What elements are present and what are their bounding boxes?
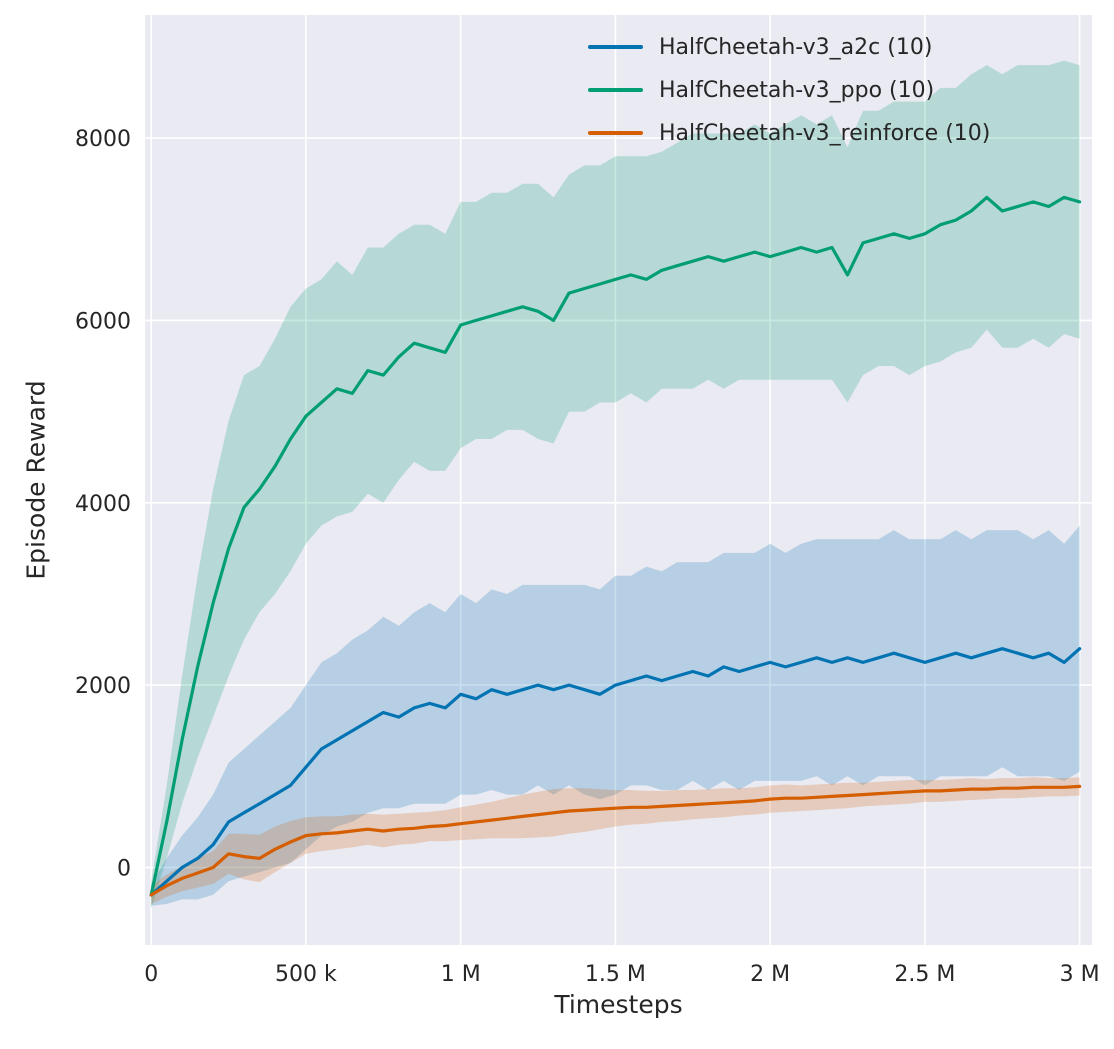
- confidence-band-a2c: [151, 525, 1080, 906]
- legend-item-ppo: HalfCheetah-v3_ppo (10): [588, 75, 990, 105]
- legend-item-reinforce: HalfCheetah-v3_reinforce (10): [588, 118, 990, 148]
- y-tick-label: 2000: [75, 674, 131, 699]
- x-tick-label: 3 M: [1060, 962, 1100, 987]
- y-tick-label: 6000: [75, 309, 131, 334]
- series-line-a2c: [149, 647, 1082, 897]
- legend-label: HalfCheetah-v3_reinforce (10): [659, 120, 991, 146]
- legend-item-a2c: HalfCheetah-v3_a2c (10): [588, 32, 990, 62]
- series-line-ppo: [149, 195, 1082, 897]
- legend: HalfCheetah-v3_a2c (10) HalfCheetah-v3_pp…: [588, 32, 990, 148]
- y-tick-label: 4000: [75, 492, 131, 517]
- x-axis-label: Timesteps: [554, 990, 683, 1019]
- y-tick-label: 0: [117, 857, 131, 882]
- legend-swatch-ppo: [588, 88, 643, 92]
- x-tick-label: 2.5 M: [894, 962, 955, 987]
- legend-swatch-a2c: [588, 45, 643, 49]
- series-line-reinforce: [149, 784, 1082, 897]
- legend-swatch-reinforce: [588, 131, 643, 135]
- x-tick-label: 0: [144, 962, 158, 987]
- x-tick-label: 1 M: [441, 962, 481, 987]
- y-axis-label: Episode Reward: [21, 380, 51, 580]
- x-tick-label: 500 k: [275, 962, 337, 987]
- legend-label: HalfCheetah-v3_a2c (10): [659, 34, 933, 60]
- y-tick-label: 8000: [75, 127, 131, 152]
- legend-label: HalfCheetah-v3_ppo (10): [659, 77, 935, 103]
- x-tick-label: 1.5 M: [585, 962, 646, 987]
- x-tick-label: 2 M: [750, 962, 790, 987]
